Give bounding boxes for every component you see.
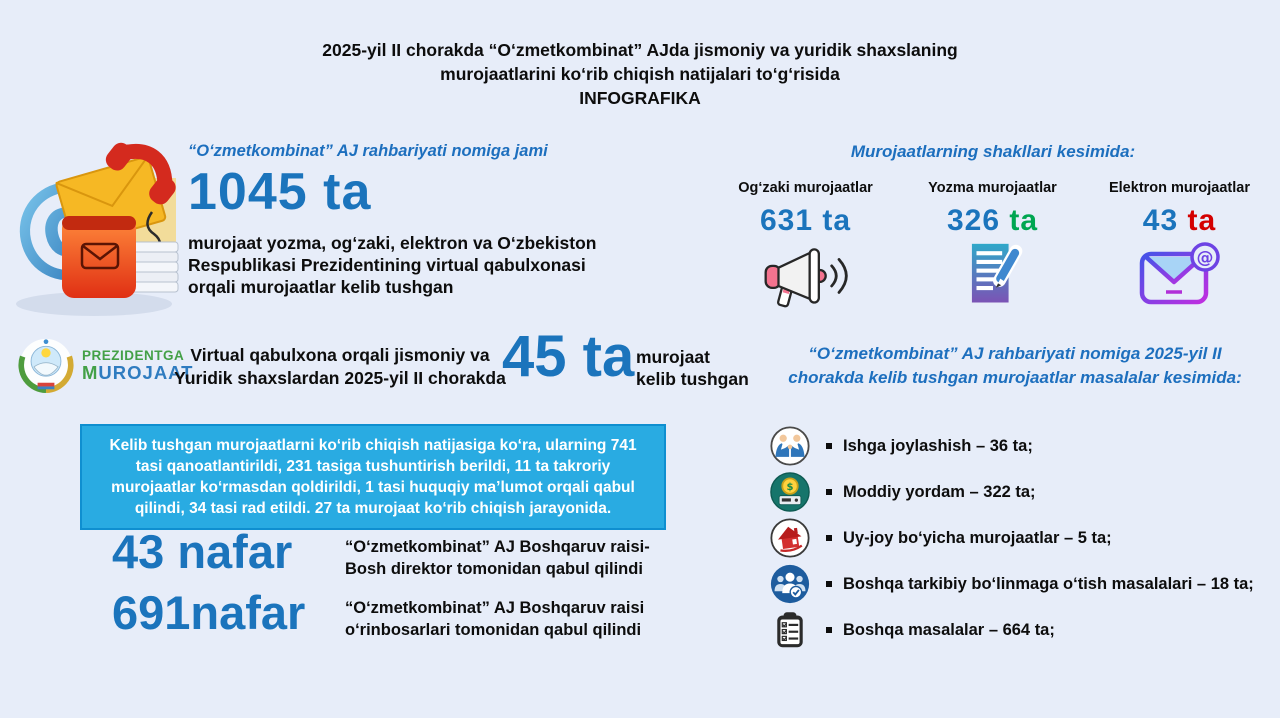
electronic-appeals-column: Elektron murojaatlar 43 ta bbox=[1086, 180, 1273, 313]
electronic-appeals-count: 43 ta bbox=[1086, 204, 1273, 238]
document-pencil-icon bbox=[899, 242, 1086, 313]
virtual-text-line2: Yuridik shaxslardan 2025-yil II chorakda bbox=[174, 368, 506, 388]
forms-heading: Murojaatlarning shakllari kesimida: bbox=[850, 142, 1136, 161]
list-item: Uy-joy bo‘yicha murojaatlar – 5 ta; bbox=[770, 518, 1276, 558]
oral-count-unit: ta bbox=[813, 204, 852, 237]
total-heading: “O‘zmetkombinat” AJ rahbariyati nomiga j… bbox=[188, 142, 548, 160]
forms-row: Og‘zaki murojaatlar 631 ta bbox=[712, 180, 1274, 313]
team-icon bbox=[770, 564, 810, 604]
review-results-text: Kelib tushgan murojaatlarni ko‘rib chiqi… bbox=[109, 437, 637, 517]
oral-appeals-label: Og‘zaki murojaatlar bbox=[738, 180, 873, 196]
director-reception-line2: Bosh direktor tomonidan qabul qilindi bbox=[345, 560, 643, 578]
electronic-count-number: 43 bbox=[1142, 204, 1179, 237]
bullet-square bbox=[826, 443, 832, 449]
page-title: 2025-yil II chorakda “O‘zmetkombinat” AJ… bbox=[0, 38, 1280, 110]
virtual-suffix-line1: murojaat bbox=[636, 347, 710, 367]
oral-appeals-column: Og‘zaki murojaatlar 631 ta bbox=[712, 180, 899, 313]
total-appeals-section: “O‘zmetkombinat” AJ rahbariyati nomiga j… bbox=[188, 142, 636, 298]
svg-text:@: @ bbox=[1196, 248, 1213, 268]
deputies-reception-line1: “O‘zmetkombinat” AJ Boshqaruv raisi bbox=[345, 599, 645, 617]
deputies-reception-text: “O‘zmetkombinat” AJ Boshqaruv raisi o‘ri… bbox=[345, 597, 644, 641]
house-icon bbox=[770, 518, 810, 558]
electronic-appeals-label: Elektron murojaatlar bbox=[1108, 180, 1250, 196]
issue-text: Moddiy yordam – 322 ta; bbox=[843, 482, 1036, 501]
director-reception-line1: “O‘zmetkombinat” AJ Boshqaruv raisi- bbox=[345, 538, 650, 556]
bullet-square bbox=[826, 627, 832, 633]
svg-text:$: $ bbox=[787, 482, 794, 493]
written-count-unit: ta bbox=[1000, 204, 1039, 237]
title-line2: murojaatlarini ko‘rib chiqish natijalari… bbox=[440, 64, 840, 84]
communications-3d-icon: @ bbox=[0, 142, 179, 316]
list-item: $ Moddiy yordam – 322 ta; bbox=[770, 472, 1276, 512]
bullet-square bbox=[826, 581, 832, 587]
deputies-reception-count: 691nafar bbox=[112, 586, 306, 639]
director-reception-count: 43 nafar bbox=[112, 525, 293, 578]
logo-text: PREZIDENTGA MUROJAAT bbox=[82, 348, 193, 382]
list-item: Ishga joylashish – 36 ta; bbox=[770, 426, 1276, 466]
bullet-square bbox=[826, 535, 832, 541]
total-number: 1045 ta bbox=[188, 163, 372, 221]
issues-list: Ishga joylashish – 36 ta; $ Moddiy yorda… bbox=[770, 426, 1276, 650]
money-icon: $ bbox=[770, 472, 810, 512]
director-reception-text: “O‘zmetkombinat” AJ Boshqaruv raisi- Bos… bbox=[345, 536, 650, 580]
written-appeals-count: 326 ta bbox=[899, 204, 1086, 238]
list-item: Boshqa masalalar – 664 ta; bbox=[770, 610, 1276, 650]
megaphone-icon bbox=[712, 242, 899, 313]
uzbekistan-emblem-icon bbox=[18, 338, 74, 393]
envelope-at-icon: @ bbox=[1086, 242, 1273, 313]
issues-heading-line1: “O‘zmetkombinat” AJ rahbariyati nomiga 2… bbox=[808, 344, 1222, 363]
issue-text: Ishga joylashish – 36 ta; bbox=[843, 436, 1033, 455]
review-results-box: Kelib tushgan murojaatlarni ko‘rib chiqi… bbox=[80, 424, 666, 530]
virtual-suffix-line2: kelib tushgan bbox=[636, 369, 749, 389]
title-line3: INFOGRAFIKA bbox=[579, 88, 701, 108]
written-appeals-column: Yozma murojaatlar 326 ta bbox=[899, 180, 1086, 313]
title-line1: 2025-yil II chorakda “O‘zmetkombinat” AJ… bbox=[322, 40, 958, 60]
virtual-text-line1: Virtual qabulxona orqali jismoniy va bbox=[190, 345, 490, 365]
issue-text: Uy-joy bo‘yicha murojaatlar – 5 ta; bbox=[843, 528, 1112, 547]
oral-appeals-count: 631 ta bbox=[712, 204, 899, 238]
issue-text: Boshqa tarkibiy bo‘linmaga o‘tish masala… bbox=[843, 574, 1254, 593]
written-count-number: 326 bbox=[946, 204, 1001, 237]
handshake-icon bbox=[770, 426, 810, 466]
appeal-forms-section: Murojaatlarning shakllari kesimida: Og‘z… bbox=[712, 142, 1274, 313]
issues-heading: “O‘zmetkombinat” AJ rahbariyati nomiga 2… bbox=[762, 342, 1268, 390]
deputies-reception-line2: o‘rinbosarlari tomonidan qabul qilindi bbox=[345, 621, 642, 639]
issues-heading-line2: chorakda kelib tushgan murojaatlar masal… bbox=[788, 368, 1242, 387]
issue-text: Boshqa masalalar – 664 ta; bbox=[843, 620, 1055, 639]
oral-count-number: 631 bbox=[759, 204, 814, 237]
logo-line2: MUROJAAT bbox=[82, 362, 194, 383]
mail-phone-illustration: @ bbox=[0, 120, 186, 322]
prezidentga-murojaat-logo: PREZIDENTGA MUROJAAT bbox=[18, 337, 193, 393]
virtual-reception-text: Virtual qabulxona orqali jismoniy va Yur… bbox=[172, 344, 508, 390]
electronic-count-unit: ta bbox=[1178, 204, 1217, 237]
clipboard-icon bbox=[770, 610, 810, 650]
bullet-square bbox=[826, 489, 832, 495]
written-appeals-label: Yozma murojaatlar bbox=[928, 180, 1057, 196]
virtual-appeals-number: 45 ta bbox=[502, 324, 635, 389]
list-item: Boshqa tarkibiy bo‘linmaga o‘tish masala… bbox=[770, 564, 1276, 604]
logo-line1: PREZIDENTGA bbox=[82, 348, 185, 363]
total-description: murojaat yozma, og‘zaki, elektron va O‘z… bbox=[188, 232, 597, 297]
virtual-appeals-suffix: murojaat kelib tushgan bbox=[636, 346, 749, 390]
